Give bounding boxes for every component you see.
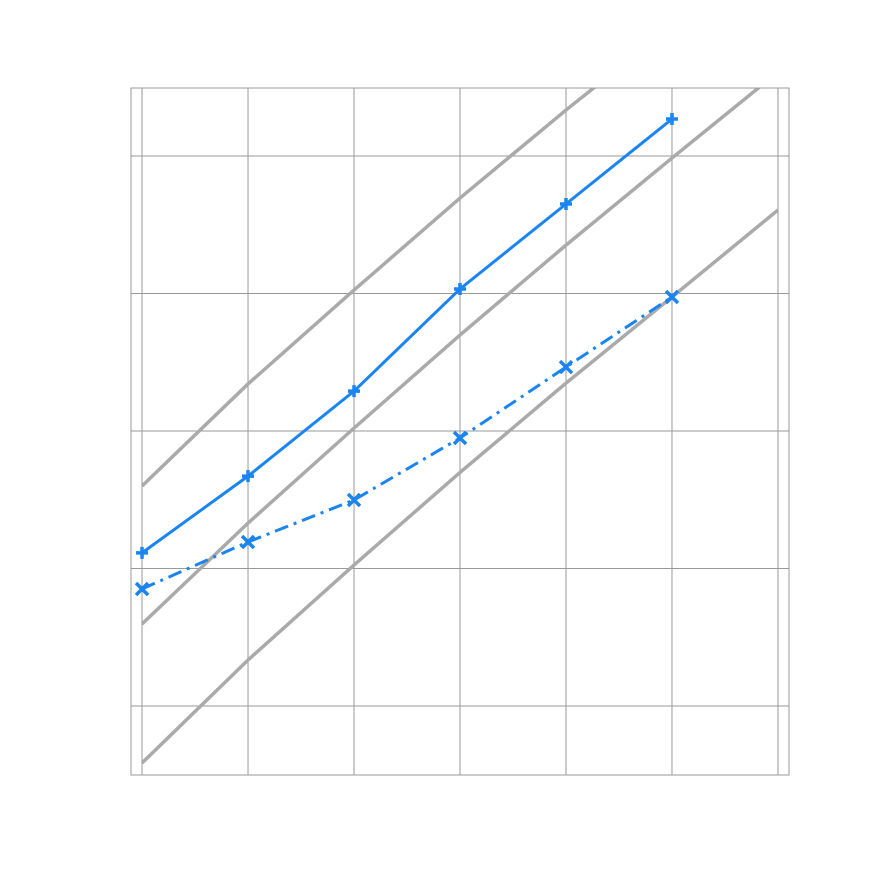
- marker: [348, 385, 361, 398]
- marker: [242, 470, 255, 483]
- grid: [131, 88, 789, 775]
- marker: [346, 492, 362, 508]
- marker: [240, 534, 256, 550]
- marker: [559, 198, 572, 211]
- marker: [665, 113, 678, 126]
- series-line: [140, 88, 762, 626]
- series-line: [140, 88, 597, 488]
- marker: [136, 546, 149, 559]
- marker: [452, 430, 468, 446]
- marker: [134, 581, 150, 597]
- plot-frame: [130, 87, 790, 776]
- plot-area: [134, 88, 780, 765]
- marker: [558, 359, 574, 375]
- marker: [664, 289, 680, 305]
- series-line: [141, 295, 673, 591]
- marker: [454, 282, 466, 295]
- series-line: [141, 117, 673, 555]
